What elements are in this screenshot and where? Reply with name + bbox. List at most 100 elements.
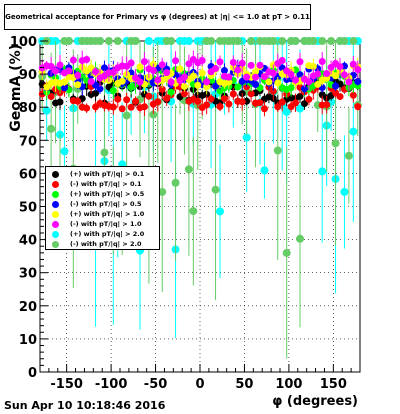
data-point <box>158 85 166 93</box>
data-point <box>198 56 206 64</box>
y-tick-label: 80 <box>19 101 37 116</box>
data-points <box>38 37 362 359</box>
legend-label: (+) with pT/|q| > 2.0 <box>70 230 145 238</box>
data-point <box>274 79 282 87</box>
data-point <box>132 74 140 82</box>
data-point <box>225 100 233 108</box>
data-point <box>323 70 331 78</box>
data-point <box>65 67 73 75</box>
data-point <box>354 65 362 73</box>
legend-label: (-) with pT/|q| > 0.5 <box>70 200 142 208</box>
data-point <box>216 207 224 216</box>
data-point <box>247 90 255 98</box>
x-tick-label: 100 <box>275 377 302 392</box>
data-point <box>52 67 60 75</box>
data-point <box>207 95 215 103</box>
data-point <box>60 84 68 92</box>
data-point <box>340 187 349 196</box>
data-point <box>96 37 104 45</box>
legend-entry: (-) with pT/|q| > 2.0 <box>46 239 161 249</box>
data-point <box>229 90 237 98</box>
data-point <box>185 60 193 68</box>
data-point <box>309 63 317 71</box>
data-point <box>113 37 122 45</box>
data-point <box>242 133 251 142</box>
data-point <box>194 97 202 105</box>
data-point <box>74 97 82 105</box>
data-point <box>74 81 82 89</box>
y-tick-label: 100 <box>10 35 37 50</box>
legend-label: (+) with pT/|q| > 0.1 <box>70 170 145 178</box>
data-point <box>269 37 278 45</box>
data-point <box>309 37 318 45</box>
data-point <box>300 85 308 93</box>
y-tick-label: 10 <box>19 333 37 348</box>
data-point <box>207 37 216 45</box>
legend-marker <box>52 221 59 228</box>
data-point <box>83 104 91 112</box>
data-point <box>305 78 313 86</box>
data-point <box>278 56 286 64</box>
data-point <box>354 78 362 86</box>
data-point <box>158 61 166 69</box>
data-point <box>47 93 55 101</box>
data-point <box>291 37 300 45</box>
x-tick-label: 150 <box>320 377 347 392</box>
chart-title-box: Geometrical acceptance for Primary vs φ … <box>4 4 311 30</box>
data-point <box>149 66 157 74</box>
data-point <box>296 104 304 113</box>
data-point <box>332 72 340 80</box>
data-point <box>269 87 277 95</box>
data-point <box>167 78 175 86</box>
data-point <box>331 139 340 148</box>
data-point <box>104 37 113 45</box>
data-point <box>198 69 206 77</box>
x-tick-label: -50 <box>144 377 168 392</box>
data-point <box>60 147 69 156</box>
data-point <box>274 103 282 111</box>
data-point <box>233 37 242 45</box>
data-point <box>109 87 117 95</box>
data-point <box>144 37 153 45</box>
data-point <box>323 101 331 109</box>
legend-label: (-) with pT/|q| > 1.0 <box>70 220 142 228</box>
legend-entry: (-) with pT/|q| > 0.1 <box>46 179 161 189</box>
data-point <box>74 71 82 79</box>
footer-timestamp: Sun Apr 10 10:18:46 2016 <box>4 399 166 412</box>
data-point <box>225 78 233 86</box>
data-point <box>273 146 282 155</box>
legend-entry: (+) with pT/|q| > 0.1 <box>46 169 161 179</box>
data-point <box>278 37 287 45</box>
data-point <box>167 37 176 45</box>
data-point <box>56 98 64 106</box>
data-point <box>64 37 73 45</box>
y-tick-label: 0 <box>28 366 37 381</box>
data-point <box>87 78 95 86</box>
data-point <box>314 70 322 78</box>
data-point <box>127 59 135 67</box>
data-point <box>345 78 353 86</box>
data-point <box>176 65 184 73</box>
data-point <box>180 82 188 90</box>
data-point <box>238 59 246 67</box>
data-point <box>167 88 175 96</box>
legend-marker <box>52 211 59 218</box>
data-point <box>292 76 300 84</box>
data-point <box>123 96 131 104</box>
data-point <box>56 61 64 69</box>
data-point <box>154 98 162 106</box>
x-tick-label: -100 <box>95 377 128 392</box>
data-point <box>234 83 242 91</box>
x-tick-label: -150 <box>50 377 83 392</box>
data-point <box>47 124 56 133</box>
data-point <box>318 167 327 176</box>
data-point <box>252 80 260 88</box>
data-point <box>243 73 251 81</box>
data-point <box>92 89 100 97</box>
y-tick-label: 30 <box>19 267 37 282</box>
legend-marker <box>52 181 59 188</box>
data-point <box>211 185 220 194</box>
data-point <box>127 103 135 111</box>
data-point <box>136 63 144 71</box>
data-point <box>180 73 188 81</box>
